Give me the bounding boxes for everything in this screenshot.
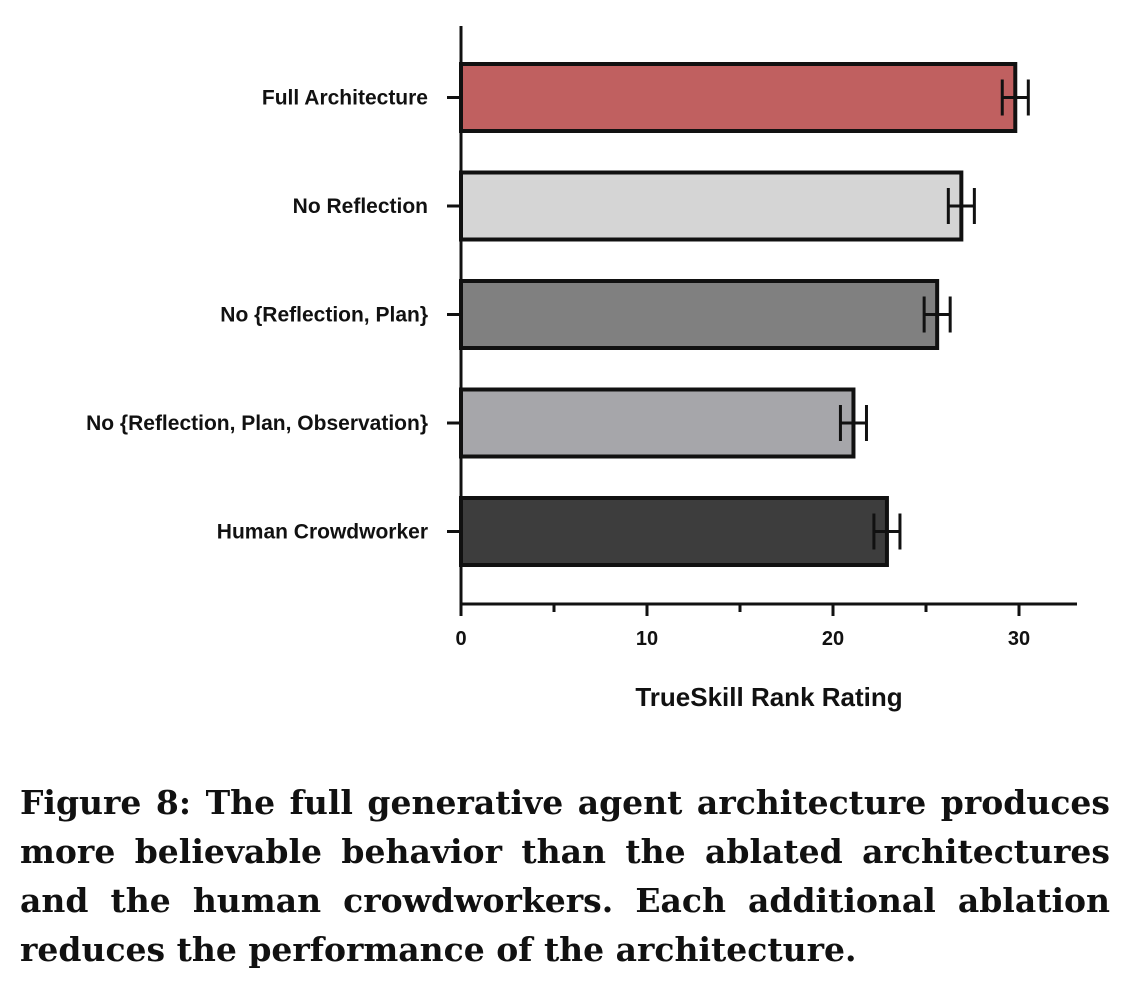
bar-0	[459, 62, 1018, 133]
bar-2	[459, 279, 940, 350]
category-label-3: No {Reflection, Plan, Observation}	[86, 412, 428, 435]
category-label-2: No {Reflection, Plan}	[220, 304, 428, 327]
x-ticks-group: 0 10 20 30	[455, 604, 1030, 650]
x-axis-title: TrueSkill Rank Rating	[635, 682, 902, 712]
category-label-4: Human Crowdworker	[217, 521, 428, 544]
category-label-1: No Reflection	[293, 195, 428, 218]
x-tick-label-30: 30	[1008, 628, 1030, 650]
x-tick-label-10: 10	[636, 628, 658, 650]
category-label-0: Full Architecture	[262, 87, 428, 110]
bar-1	[459, 170, 964, 242]
axes-group	[447, 26, 1077, 606]
bar-chart: Full Architecture No Reflection No {Reflec…	[86, 26, 1077, 712]
x-tick-label-0: 0	[455, 628, 466, 650]
bar-3	[459, 387, 856, 459]
figure-caption: Figure 8: The full generative agent arch…	[20, 783, 1110, 969]
category-labels-group: Full Architecture No Reflection No {Reflec…	[86, 87, 428, 544]
bar-4	[459, 496, 889, 567]
bars-group	[459, 62, 1018, 567]
x-tick-label-20: 20	[822, 628, 844, 650]
error-bars-group	[838, 79, 1030, 550]
